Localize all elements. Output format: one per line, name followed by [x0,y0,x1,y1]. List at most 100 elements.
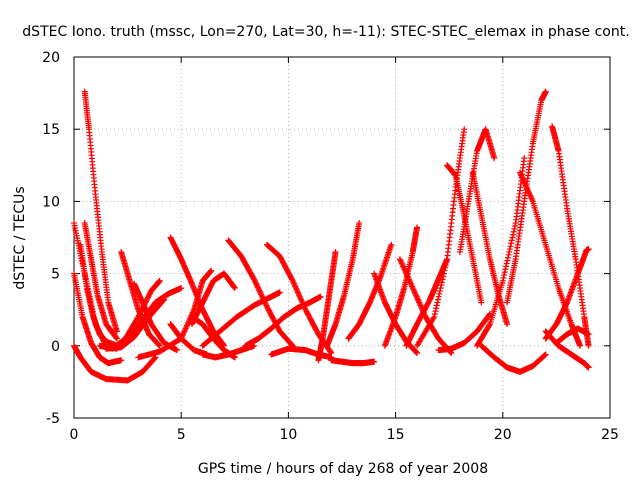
data-point [542,351,549,358]
y-tick-label: 10 [42,194,60,210]
data-point [414,350,421,357]
data-point [151,355,158,362]
x-tick-label: 10 [279,427,297,443]
data-point [504,321,511,328]
data-point [439,276,446,283]
data-point [435,293,442,300]
data-point [478,299,485,306]
data-point [504,254,511,261]
data-point [388,241,395,248]
data-point [113,328,120,335]
data-point [328,350,335,357]
data-point [251,277,258,284]
y-axis-label: dSTEC / TECUs [12,186,28,289]
tick-labels: 0 5 10 15 20 25 -5 0 5 10 15 20 [42,50,619,443]
y-tick-label: 15 [42,122,60,138]
data-point [438,279,445,286]
data-point [231,285,238,292]
data-point [491,155,498,162]
data-point [506,248,513,255]
data-point [118,357,125,364]
data-point [256,288,263,295]
data-point [585,331,592,338]
data-point [507,243,514,250]
data-point [253,280,260,287]
y-tick-label: 0 [51,339,60,355]
data-point [542,88,549,95]
data-point [254,283,261,290]
y-tick-label: -5 [46,411,60,427]
data-point [441,267,448,274]
data-point [431,313,438,320]
data-point [156,342,163,349]
data-point [231,354,238,361]
data-point [113,335,120,342]
data-point [511,225,518,232]
plot-border [73,56,611,419]
data-point [433,305,440,312]
data-point [440,270,447,277]
data-point [501,269,508,276]
data-point [173,347,180,354]
y-tick-label: 5 [51,267,60,283]
x-axis-label: GPS time / hours of day 268 of year 2008 [198,461,488,477]
data-point [503,263,510,270]
data-point [258,291,265,298]
data-point [442,264,449,271]
data-point [208,267,215,274]
x-tick-label: 5 [177,427,186,443]
data-point [258,292,265,299]
data-point [436,287,443,294]
data-point [317,293,324,300]
data-point [499,277,506,284]
data-point [501,272,508,279]
data-point [502,266,509,273]
data-point [440,273,447,280]
data-point [585,342,592,349]
data-point [371,358,378,365]
grid [74,57,610,418]
data-point [576,342,583,349]
chart-title: dSTEC Iono. truth (mssc, Lon=270, Lat=30… [22,24,629,40]
y-tick-label: 20 [42,50,60,66]
data-points [71,88,592,384]
data-point [178,285,185,292]
data-point [585,364,592,371]
data-point [510,228,517,235]
data-point [509,234,516,241]
data-point [332,248,339,255]
data-point [289,276,296,283]
data-point [585,246,592,253]
data-point [504,257,511,264]
data-point [256,287,263,294]
x-tick-label: 15 [387,427,405,443]
data-point [156,277,163,284]
data-point [431,311,438,318]
data-point [434,299,441,306]
data-point [327,349,334,356]
data-point [508,240,515,247]
data-point [503,260,510,267]
data-point [252,279,259,286]
data-point [443,259,450,266]
data-point [435,296,442,303]
data-point [510,231,517,238]
data-point [276,289,283,296]
data-point [506,246,513,253]
data-point [251,276,258,283]
data-point [438,282,445,289]
data-point [437,285,444,292]
data-point [512,222,519,229]
data-point [253,281,260,288]
data-point [257,290,264,297]
data-point [505,251,512,258]
data-point [442,261,449,268]
data-point [500,274,507,281]
data-point [414,224,421,231]
data-point [461,126,468,133]
data-point [356,220,363,227]
x-tick-label: 25 [601,427,619,443]
x-tick-label: 0 [70,427,79,443]
